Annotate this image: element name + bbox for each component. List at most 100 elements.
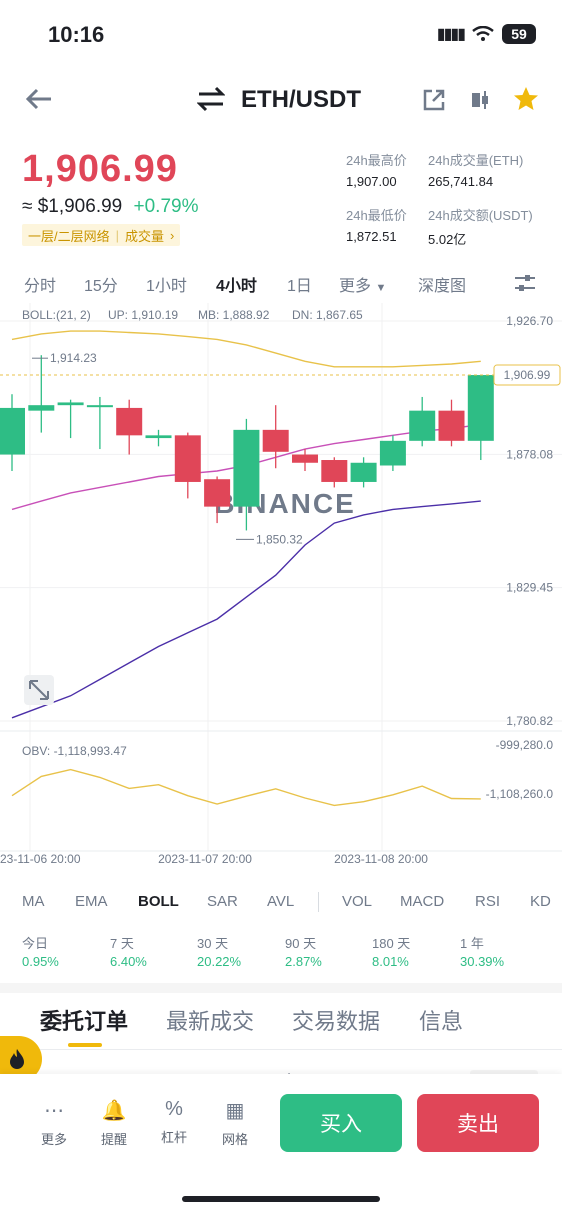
current-price-label: 1,906.99 (504, 368, 551, 382)
perf-value: 8.01% (372, 954, 409, 969)
tab-trades[interactable]: 最新成交 (166, 1009, 255, 1034)
expand-arrows-icon (29, 680, 49, 700)
kline-chart[interactable]: 1,926.701,878.081,829.451,780.82BINANCEB… (0, 303, 562, 868)
y-tick-label: 1,926.70 (506, 314, 553, 328)
pair-title[interactable]: ETH/USDT (241, 86, 361, 113)
nav-leverage-label: 杠杆 (160, 1130, 187, 1145)
candle-body (438, 410, 465, 441)
tag-volume: 成交量 (125, 228, 165, 244)
back-button[interactable] (24, 84, 54, 119)
ind-vol[interactable]: VOL (342, 893, 373, 910)
ind-rsi[interactable]: RSI (475, 893, 501, 910)
candle-body (350, 462, 377, 482)
tf-line[interactable]: 分时 (24, 278, 57, 295)
x-tick-label: 23-11-06 20:00 (0, 852, 81, 866)
candle-body (174, 435, 201, 482)
perf-label: 180 天 (372, 936, 411, 951)
share-button[interactable] (422, 88, 446, 117)
tf-4h[interactable]: 4小时 (216, 278, 257, 295)
candle-body (0, 407, 25, 455)
perf-value: 30.39% (460, 954, 505, 969)
ind-ma[interactable]: MA (22, 893, 45, 910)
battery-indicator: 59 (502, 24, 536, 44)
nav-more-label: 更多 (40, 1132, 67, 1147)
last-price: 1,906.99 (22, 148, 178, 190)
candle-body (116, 407, 143, 436)
tab-orders[interactable]: 委托订单 (40, 1009, 129, 1034)
caret-down-icon: ▼ (375, 282, 387, 294)
boll-up-line (11, 330, 481, 368)
sliders-icon (515, 275, 535, 291)
ind-boll[interactable]: BOLL (138, 893, 179, 910)
candle-body (57, 402, 84, 406)
favorite-button[interactable] (513, 86, 539, 117)
x-tick-label: 2023-11-08 20:00 (334, 852, 428, 866)
ind-kd[interactable]: KD (530, 893, 551, 910)
tab-info[interactable]: 信息 (419, 1009, 464, 1034)
sell-button[interactable]: 卖出 (417, 1094, 539, 1152)
chart-mode-button[interactable] (468, 88, 492, 117)
perf-label: 今日 (22, 936, 49, 951)
ind-ema[interactable]: EMA (75, 893, 108, 910)
candle-body (86, 405, 113, 408)
status-time: 10:16 (48, 22, 105, 47)
swap-pair-icon[interactable] (196, 86, 226, 117)
nav-grid[interactable]: ▦ 网格 (210, 1098, 260, 1148)
buy-button[interactable]: 买入 (280, 1094, 402, 1152)
tf-1h[interactable]: 1小时 (146, 278, 187, 295)
nav-leverage[interactable]: % 杠杆 (149, 1098, 199, 1146)
x-tick-label: 2023-11-07 20:00 (158, 852, 252, 866)
perf-label: 7 天 (110, 936, 134, 951)
obv-tick-label: -999,280.0 (496, 738, 554, 752)
more-icon: ⋯ (44, 1100, 64, 1122)
leverage-icon: % (165, 1098, 183, 1120)
wifi-icon (472, 26, 494, 41)
chart-settings-button[interactable] (513, 272, 537, 299)
perf-label: 30 天 (197, 936, 229, 951)
bell-icon: 🔔 (101, 1100, 127, 1122)
price-change: +0.79% (133, 196, 199, 217)
tab-indicator (68, 1043, 102, 1047)
candle-body (409, 410, 436, 441)
tf-more[interactable]: 更多 ▼ (339, 272, 386, 296)
candle-body (292, 454, 318, 463)
vol-eth-value: 265,741.84 (428, 174, 494, 189)
fire-icon (10, 1049, 24, 1069)
price-usd: ≈ $1,906.99 (22, 196, 123, 217)
candle-body (28, 405, 55, 411)
low-value: 1,872.51 (346, 229, 397, 244)
arrow-left-icon (25, 88, 51, 110)
category-tag[interactable]: 一层/二层网络 | 成交量 › (22, 224, 181, 246)
ind-sar[interactable]: SAR (207, 893, 238, 910)
section-divider (0, 983, 562, 993)
nav-alert-label: 提醒 (100, 1132, 127, 1147)
tab-data[interactable]: 交易数据 (292, 1009, 381, 1034)
nav-alert[interactable]: 🔔 提醒 (89, 1098, 139, 1148)
low-annotation: 1,850.32 (256, 532, 303, 546)
home-indicator (182, 1196, 380, 1202)
obv-legend: OBV: -1,118,993.47 (22, 744, 127, 758)
high-value: 1,907.00 (346, 174, 397, 189)
obv-line (11, 768, 481, 807)
ind-avl[interactable]: AVL (267, 893, 295, 910)
y-tick-label: 1,878.08 (506, 447, 553, 461)
vol-usdt-label: 24h成交额(USDT) (428, 208, 533, 223)
perf-value: 0.95% (22, 954, 59, 969)
vol-usdt-value: 5.02亿 (428, 232, 467, 247)
tag-network: 一层/二层网络 (28, 228, 110, 244)
tf-depth[interactable]: 深度图 (418, 278, 467, 295)
candle-body (204, 479, 231, 507)
tf-1d[interactable]: 1日 (287, 278, 312, 295)
ind-macd[interactable]: MACD (400, 893, 445, 910)
low-label: 24h最低价 (346, 208, 407, 223)
current-price-tag (493, 364, 561, 386)
candle-body (233, 429, 260, 507)
nav-more[interactable]: ⋯ 更多 (29, 1098, 79, 1148)
boll-mb-legend: MB: 1,888.92 (198, 308, 270, 322)
high-label: 24h最高价 (346, 153, 407, 168)
perf-label: 90 天 (285, 936, 317, 951)
obv-tick-label: -1,108,260.0 (486, 787, 554, 801)
y-tick-label: 1,780.82 (506, 714, 553, 728)
tf-15m[interactable]: 15分 (84, 278, 118, 295)
perf-value: 20.22% (197, 954, 242, 969)
